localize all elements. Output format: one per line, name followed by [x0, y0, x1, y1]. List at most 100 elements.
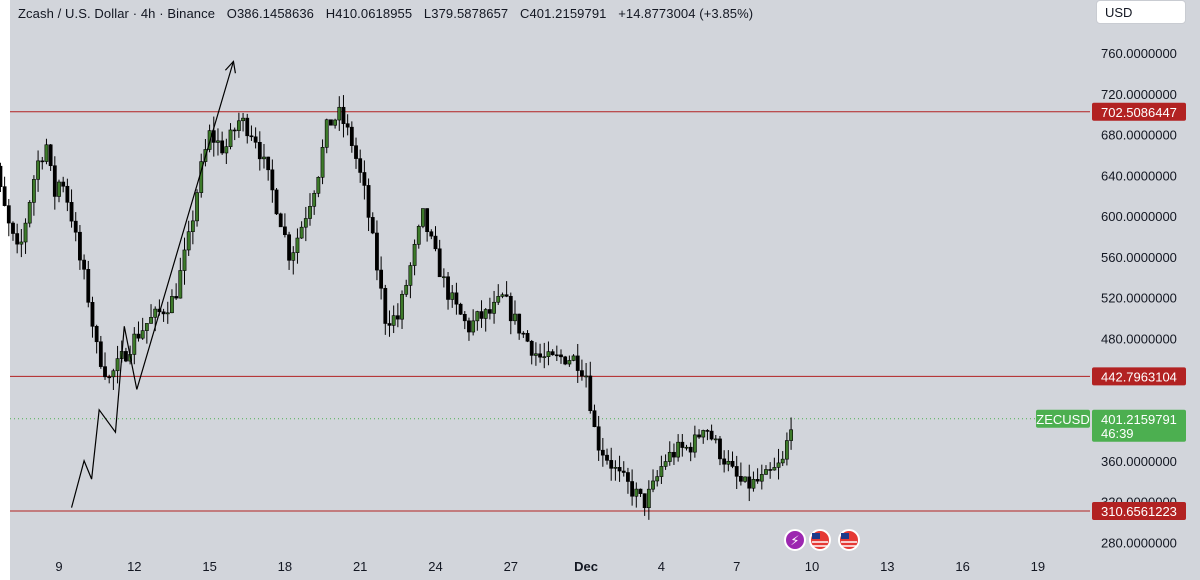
candle-up[interactable] — [303, 218, 308, 228]
candle-down[interactable] — [437, 248, 442, 278]
candle-up[interactable] — [320, 147, 325, 178]
candle-down[interactable] — [550, 351, 555, 356]
candle-up[interactable] — [571, 355, 576, 361]
candle-up[interactable] — [776, 462, 781, 468]
candle-down[interactable] — [86, 269, 91, 303]
candle-up[interactable] — [713, 438, 718, 441]
candle-up[interactable] — [299, 226, 304, 239]
candle-up[interactable] — [170, 296, 174, 314]
candle-up[interactable] — [751, 479, 756, 489]
candle-up[interactable] — [295, 237, 300, 253]
candle-up[interactable] — [44, 144, 49, 162]
candle-down[interactable] — [69, 202, 74, 222]
candle-up[interactable] — [408, 265, 413, 286]
candle-up[interactable] — [19, 241, 24, 245]
candle-down[interactable] — [349, 126, 354, 146]
candle-up[interactable] — [23, 222, 28, 243]
candle-up[interactable] — [496, 296, 501, 303]
candle-up[interactable] — [31, 179, 36, 203]
candle-down[interactable] — [709, 430, 714, 440]
candle-down[interactable] — [538, 353, 542, 358]
candle-up[interactable] — [584, 375, 589, 378]
candle-down[interactable] — [487, 309, 492, 314]
candle-down[interactable] — [638, 488, 643, 494]
candle-down[interactable] — [107, 376, 112, 379]
candle-down[interactable] — [383, 287, 388, 324]
candle-down[interactable] — [755, 479, 760, 482]
candle-down[interactable] — [94, 326, 99, 343]
candle-down[interactable] — [211, 130, 216, 143]
candle-up[interactable] — [190, 220, 195, 232]
candle-up[interactable] — [391, 315, 396, 326]
candle-up[interactable] — [513, 313, 517, 322]
candle-up[interactable] — [236, 120, 241, 131]
candle-down[interactable] — [253, 136, 258, 143]
candle-down[interactable] — [345, 123, 350, 128]
candle-up[interactable] — [726, 460, 731, 465]
candle-up[interactable] — [153, 308, 158, 318]
candle-up[interactable] — [241, 117, 245, 122]
candle-down[interactable] — [257, 142, 262, 160]
candle-down[interactable] — [730, 460, 735, 467]
candle-up[interactable] — [182, 249, 187, 271]
candle-down[interactable] — [375, 232, 379, 271]
candle-down[interactable] — [124, 351, 128, 362]
candle-up[interactable] — [316, 176, 321, 194]
candle-down[interactable] — [52, 165, 57, 197]
candle-down[interactable] — [626, 472, 630, 482]
candle-down[interactable] — [370, 217, 375, 234]
candle-up[interactable] — [115, 358, 120, 372]
candle-down[interactable] — [366, 185, 371, 218]
candle-down[interactable] — [40, 160, 45, 163]
candle-up[interactable] — [634, 488, 639, 497]
candle-down[interactable] — [580, 370, 584, 377]
candle-up[interactable] — [337, 106, 342, 121]
candle-up[interactable] — [186, 231, 191, 251]
plot-area[interactable] — [10, 0, 1090, 552]
candle-down[interactable] — [621, 470, 626, 473]
candle-up[interactable] — [659, 466, 664, 477]
candle-up[interactable] — [57, 181, 61, 197]
candle-up[interactable] — [111, 370, 116, 378]
candle-down[interactable] — [462, 313, 467, 322]
candle-down[interactable] — [617, 467, 622, 472]
candle-up[interactable] — [262, 156, 266, 160]
candle-down[interactable] — [98, 341, 103, 367]
candle-down[interactable] — [6, 205, 11, 224]
candle-down[interactable] — [575, 355, 580, 371]
candle-up[interactable] — [784, 440, 789, 460]
candle-up[interactable] — [216, 140, 220, 143]
candle-down[interactable] — [395, 315, 400, 320]
candle-up[interactable] — [492, 301, 496, 314]
candle-down[interactable] — [270, 169, 275, 191]
candle-up[interactable] — [743, 476, 747, 482]
candle-up[interactable] — [27, 202, 32, 224]
candle-down[interactable] — [78, 231, 82, 261]
candle-up[interactable] — [500, 294, 505, 297]
symbol-tag[interactable] — [1036, 409, 1090, 428]
candle-down[interactable] — [266, 156, 271, 171]
candle-up[interactable] — [546, 351, 551, 357]
candle-down[interactable] — [508, 296, 513, 322]
candle-up[interactable] — [312, 192, 317, 207]
candle-up[interactable] — [149, 317, 153, 324]
price-axis[interactable] — [1090, 0, 1200, 580]
candle-up[interactable] — [701, 430, 706, 438]
candle-up[interactable] — [764, 469, 768, 475]
candle-down[interactable] — [747, 476, 752, 489]
candle-down[interactable] — [588, 375, 593, 412]
candle-down[interactable] — [136, 333, 141, 339]
candle-down[interactable] — [354, 145, 358, 159]
candle-down[interactable] — [2, 186, 7, 206]
candle-up[interactable] — [404, 285, 409, 295]
candle-down[interactable] — [103, 366, 107, 378]
candle-down[interactable] — [609, 460, 614, 469]
candle-up[interactable] — [291, 252, 296, 261]
candle-down[interactable] — [554, 354, 559, 357]
candle-up[interactable] — [228, 129, 233, 147]
candle-up[interactable] — [144, 323, 149, 331]
candle-down[interactable] — [600, 449, 605, 456]
candle-down[interactable] — [563, 356, 568, 365]
candle-up[interactable] — [533, 353, 538, 356]
candle-down[interactable] — [722, 458, 727, 465]
